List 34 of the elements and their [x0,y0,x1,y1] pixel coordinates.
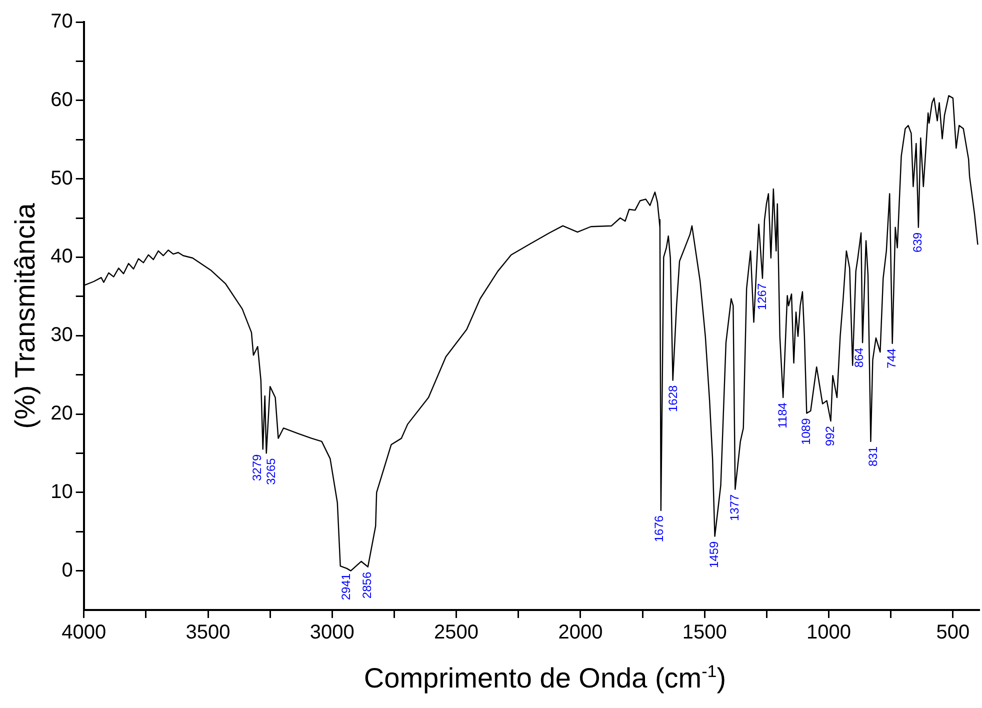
annotation: 2856 [360,572,374,599]
annotation: 744 [884,348,899,368]
annotation: 3279 [250,454,264,481]
annotation: 864 [852,347,866,368]
y-axis-title: (%) Transmitância [10,202,41,429]
x-tick-label: 3500 [186,622,230,644]
annotation: 1267 [754,283,769,310]
x-tick-label: 1500 [682,622,727,644]
y-tick-label: 40 [50,246,73,268]
annotation: 1676 [652,515,666,542]
y-tick-label: 60 [50,88,73,111]
y-tick-label: 70 [50,10,73,33]
annotation: 1377 [727,494,742,521]
annotation: 1628 [666,384,680,412]
annotation: 831 [866,446,880,466]
x-tick-label: 1000 [806,622,852,644]
annotation: 1184 [775,402,790,428]
y-tick-label: 20 [50,402,73,425]
x-tick-label: 2500 [434,622,479,644]
x-tick-label: 4000 [62,622,106,644]
x-tick-label: 2000 [558,622,603,644]
annotation: 992 [823,426,838,446]
annotation: 1089 [798,418,813,445]
x-tick-label: 3000 [310,622,354,644]
y-tick-label: 0 [62,559,73,582]
y-tick-label: 10 [50,480,73,503]
y-tick-label: 30 [50,324,73,346]
x-axis-title: Comprimento de Onda (cm$^{-1}$) [362,662,728,694]
x-tick-label: 500 [936,622,970,644]
annotation: 1459 [707,540,722,568]
y-tick-label: 50 [50,167,73,190]
annotation: 639 [910,232,925,252]
annotation: 3265 [264,458,278,485]
annotation: 2941 [339,573,354,600]
